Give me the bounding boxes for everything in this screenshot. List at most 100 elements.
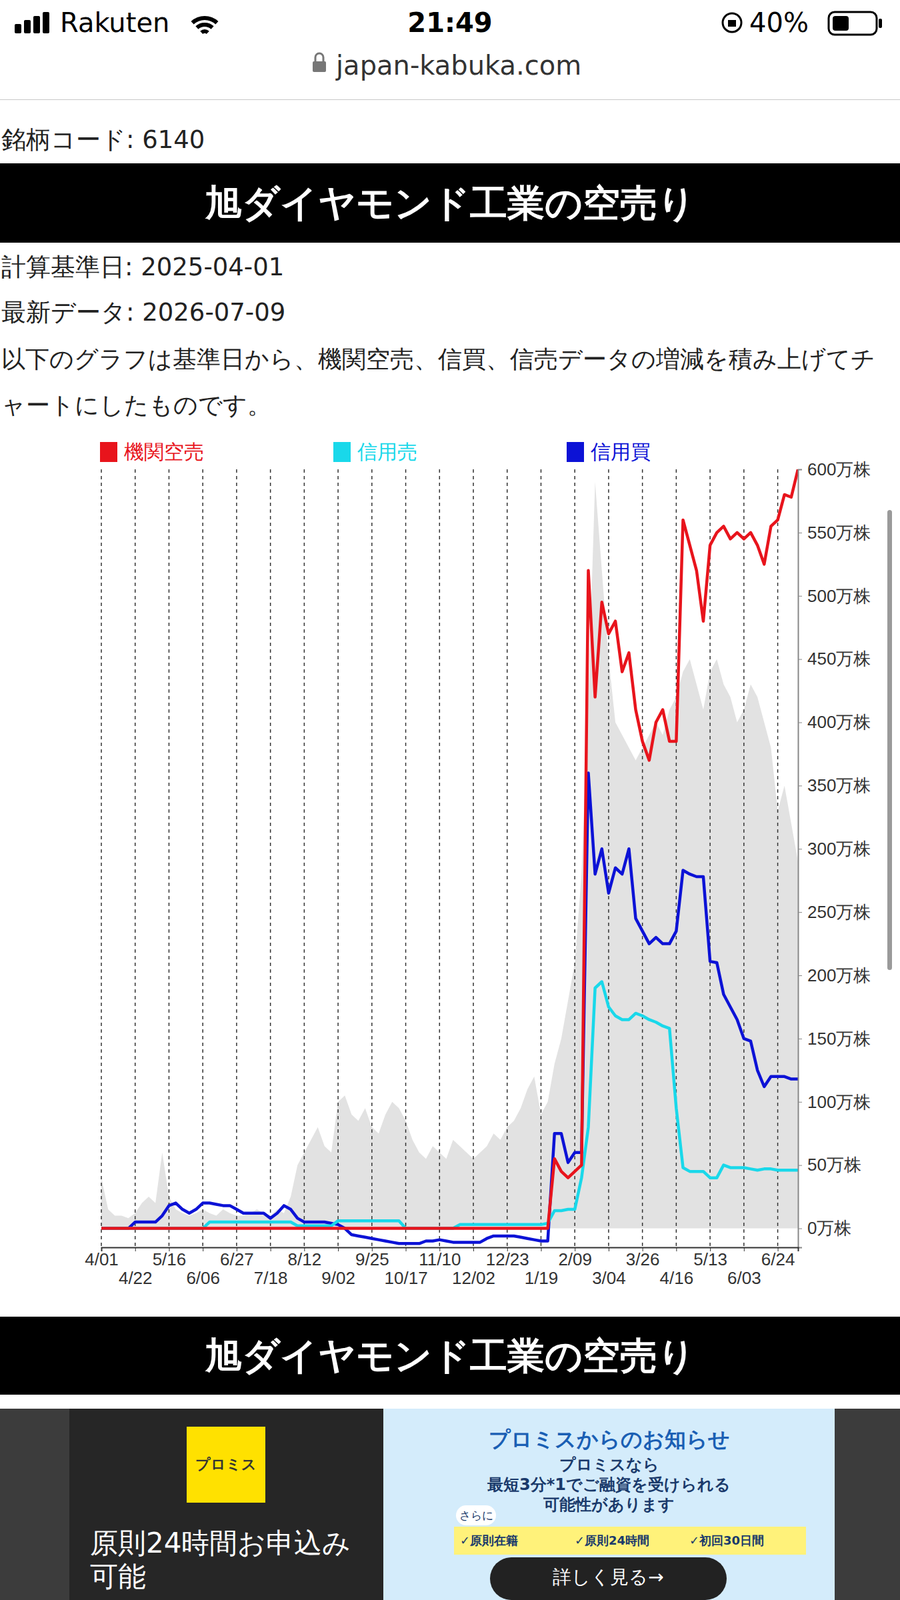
tick-mark <box>406 1247 407 1252</box>
tick-mark <box>270 1247 272 1252</box>
tick: 5/16 <box>152 1247 187 1270</box>
tick-label: 600万株 <box>807 459 871 480</box>
tick-label: 5/16 <box>152 1249 187 1270</box>
tick: 550万株 <box>798 522 871 543</box>
tick-mark <box>798 596 802 597</box>
carrier: Rakuten <box>60 6 170 39</box>
tick-label: 7/18 <box>254 1268 288 1288</box>
tick-label: 5/13 <box>693 1249 728 1270</box>
base-date: 計算基準日: 2025-04-01 <box>1 251 284 284</box>
line <box>101 772 798 1244</box>
tick: 6/06 <box>186 1247 220 1288</box>
wifi-arc <box>200 29 210 34</box>
banner-title: 旭ダイヤモンド工業の空売り <box>0 163 900 243</box>
tick: 6/03 <box>727 1247 762 1288</box>
tick-label: 12/02 <box>452 1268 496 1288</box>
legend-swatch <box>100 442 118 462</box>
tick: 4/22 <box>118 1247 153 1288</box>
tick-mark <box>540 1247 542 1252</box>
tick-mark <box>676 1247 677 1252</box>
legend: 機関空売信用売信用買 <box>100 440 651 464</box>
tick-label: 9/02 <box>321 1268 356 1288</box>
tick-mark <box>798 1165 802 1166</box>
tick: 3/04 <box>592 1247 626 1288</box>
tick-label: 2/09 <box>558 1249 592 1270</box>
ad-line: プロミスなら <box>383 1454 835 1475</box>
line <box>101 469 798 1229</box>
tick-label: 6/03 <box>727 1268 762 1288</box>
y-axis: 0万株50万株100万株150万株200万株250万株300万株350万株400… <box>798 459 871 1248</box>
rotation-lock <box>722 13 742 32</box>
signal-bar <box>24 20 31 34</box>
tick: 150万株 <box>798 1028 871 1049</box>
grid-line <box>168 469 170 1248</box>
tick-mark <box>798 1102 802 1103</box>
line <box>101 982 798 1229</box>
tick: 6/24 <box>761 1247 796 1270</box>
tick: 9/25 <box>355 1247 390 1270</box>
tick-mark <box>798 912 802 913</box>
tick-mark <box>338 1247 339 1252</box>
scroll-indicator <box>887 510 892 970</box>
tick-label: 250万株 <box>807 902 871 922</box>
grid-line <box>608 469 610 1248</box>
tick: 500万株 <box>798 586 871 606</box>
tick: 200万株 <box>798 965 871 986</box>
ad-check: ✓初回30日間 <box>689 1526 802 1555</box>
tick: 0万株 <box>798 1218 852 1238</box>
url: japan-kabuka.com <box>336 49 582 82</box>
tick-mark <box>798 975 802 976</box>
legend-label: 信用売 <box>357 440 418 464</box>
lock-shackle <box>315 53 324 62</box>
tick-mark <box>798 722 802 724</box>
ad-text: 原則24時間お申込み可能 <box>90 1526 370 1594</box>
tick: 1/19 <box>524 1247 559 1288</box>
ad-heading: プロミスからのお知らせ <box>383 1426 835 1453</box>
tick: 4/16 <box>660 1247 694 1288</box>
battery-percent: 40% <box>749 6 809 39</box>
area <box>101 482 798 1229</box>
tick-label: 12/23 <box>486 1249 530 1270</box>
tick: 12/23 <box>486 1247 530 1270</box>
tick-mark <box>608 1247 610 1252</box>
grid-line <box>574 469 576 1248</box>
tick-label: 350万株 <box>807 775 871 796</box>
legend-swatch <box>566 442 584 462</box>
grid-line <box>304 469 306 1248</box>
tick: 7/18 <box>254 1247 288 1288</box>
signal-bar <box>14 24 22 34</box>
battery-level <box>832 16 849 31</box>
tick-mark <box>798 469 802 470</box>
latest-date: 最新データ: 2026-07-09 <box>1 296 286 329</box>
ad-check: ✓原則在籍 <box>460 1526 572 1555</box>
grid-line <box>337 469 339 1248</box>
tick-mark <box>135 1247 136 1252</box>
description: 以下のグラフは基準日から、機関空売、信買、信売データの増減を積み上げてチャートに… <box>1 336 895 428</box>
tick-label: 4/01 <box>84 1249 119 1270</box>
tick: 2/09 <box>558 1247 592 1270</box>
page: Rakuten21:4940%japan-kabuka.com銘柄コード: 61… <box>0 0 900 1600</box>
wifi-arc <box>195 22 214 30</box>
tick-mark <box>473 1247 474 1252</box>
legend-label: 信用買 <box>590 440 651 464</box>
tick: 4/01 <box>84 1247 119 1270</box>
tick: 50万株 <box>798 1154 862 1175</box>
tick-label: 4/22 <box>118 1268 153 1288</box>
ad-button[interactable]: 詳しく見る→ <box>490 1557 727 1598</box>
grid-line <box>236 469 238 1248</box>
plot-lines <box>101 469 798 1244</box>
lock-body <box>312 61 326 72</box>
tick-label: 9/25 <box>355 1249 390 1270</box>
grid-line <box>540 469 542 1248</box>
rotation-lock-body <box>728 20 736 27</box>
grid <box>101 469 778 1248</box>
tick: 11/10 <box>418 1247 461 1270</box>
tick-label: 150万株 <box>807 1028 871 1049</box>
grid-line <box>134 469 136 1248</box>
grid-line <box>676 469 678 1248</box>
grid-line <box>371 469 373 1248</box>
tick-label: 400万株 <box>807 712 871 732</box>
tick-label: 6/06 <box>186 1268 220 1288</box>
tick-label: 11/10 <box>418 1249 461 1270</box>
tick: 9/02 <box>321 1247 356 1288</box>
